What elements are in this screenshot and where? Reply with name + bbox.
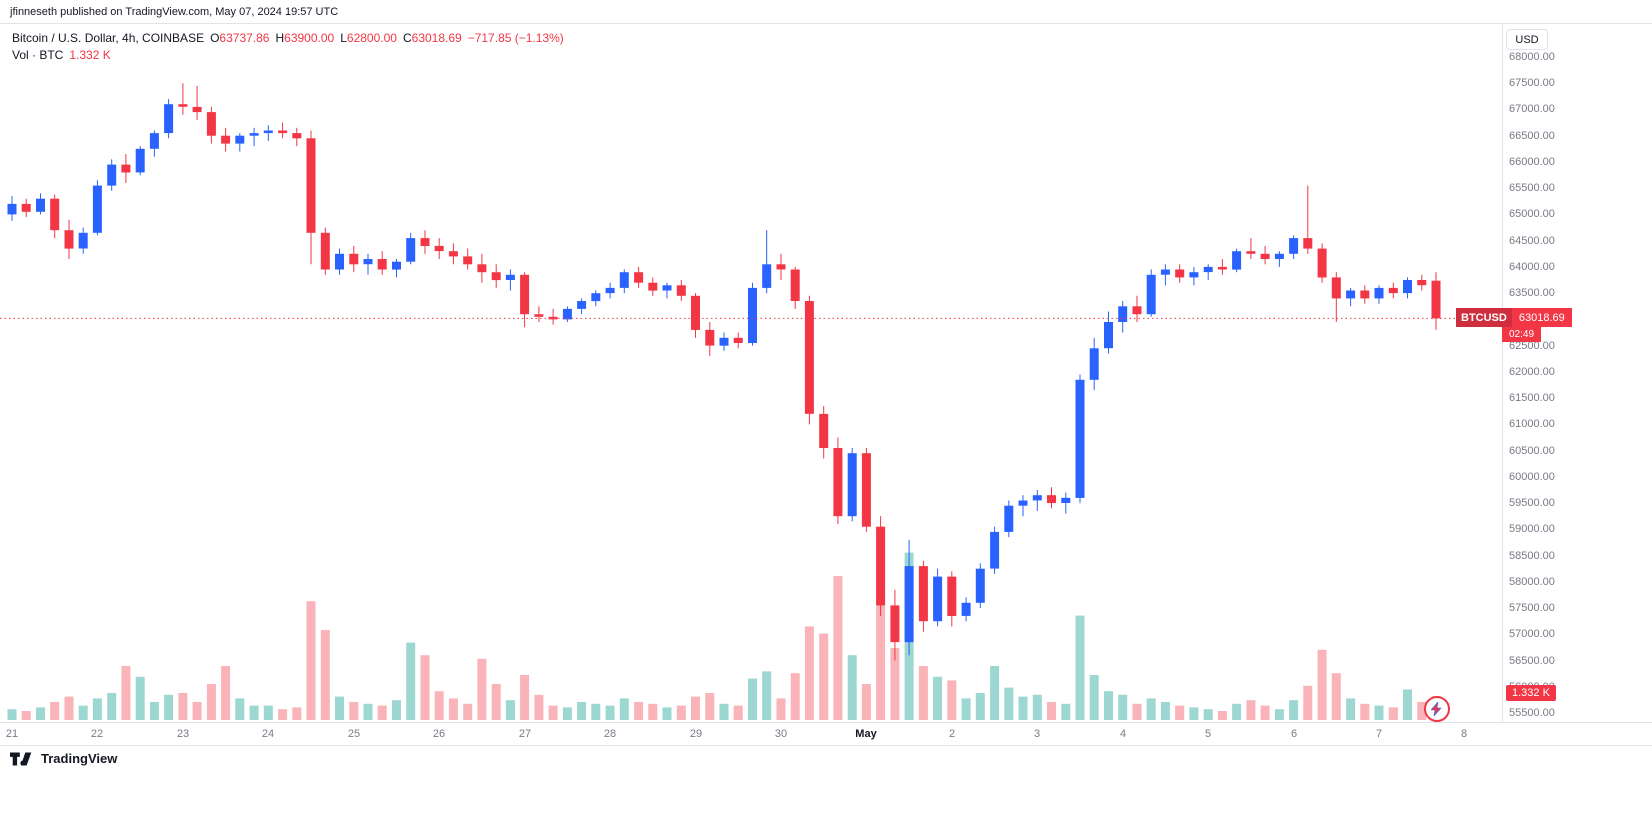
volume-axis-badge: 1.332 K [1506,685,1556,701]
time-axis-divider [0,722,1652,723]
price-tick-label: 59000.00 [1509,523,1555,535]
footer-divider [0,745,1652,746]
open-pair: O 63737.86 [210,31,269,45]
price-badge-value: 63018.69 [1511,308,1572,327]
price-tick-label: 60500.00 [1509,445,1555,457]
price-tick-label: 64000.00 [1509,261,1555,273]
time-tick-label: 23 [176,728,190,740]
tradingview-logo-icon[interactable] [10,751,34,766]
price-tick-label: 62500.00 [1509,340,1555,352]
time-tick-label: 24 [261,728,275,740]
time-tick-label: 30 [774,728,788,740]
volume-label: Vol · BTC [12,47,64,62]
high-pair: H 63900.00 [275,31,334,45]
time-tick-label: 27 [518,728,532,740]
price-tick-label: 58000.00 [1509,576,1555,588]
price-badge-symbol: BTCUSD [1456,308,1512,327]
time-tick-label: 22 [90,728,104,740]
price-tick-label: 68000.00 [1509,51,1555,63]
time-tick-label: 28 [603,728,617,740]
price-axis-divider [1502,24,1503,722]
time-tick-label: 26 [432,728,446,740]
price-tick-label: 56500.00 [1509,655,1555,667]
time-tick-label: 21 [5,728,19,740]
price-tick-label: 64500.00 [1509,235,1555,247]
open-label: O [210,30,220,45]
volume-legend-row: Vol · BTC 1.332 K [12,46,564,63]
price-tick-label: 61500.00 [1509,392,1555,404]
time-tick-label: May [855,728,877,740]
price-tick-label: 60000.00 [1509,471,1555,483]
price-tick-label: 55500.00 [1509,707,1555,719]
close-value: 63018.69 [411,30,462,45]
time-tick-label: 4 [1119,728,1127,740]
symbol-title[interactable]: Bitcoin / U.S. Dollar, 4h, COINBASE [12,30,205,45]
price-tick-label: 59500.00 [1509,497,1555,509]
price-tick-label: 66000.00 [1509,156,1555,168]
price-tick-label: 65000.00 [1509,208,1555,220]
volume-value: 1.332 K [69,47,111,62]
low-pair: L 62800.00 [340,31,397,45]
price-tick-label: 67000.00 [1509,103,1555,115]
price-tick-label: 67500.00 [1509,77,1555,89]
time-tick-label: 7 [1375,728,1383,740]
price-tick-label: 57500.00 [1509,602,1555,614]
price-tick-label: 66500.00 [1509,130,1555,142]
time-tick-label: 6 [1290,728,1298,740]
currency-toggle-button[interactable]: USD [1506,29,1548,50]
time-tick-label: 5 [1204,728,1212,740]
time-tick-label: 29 [689,728,703,740]
high-value: 63900.00 [284,30,335,45]
close-pair: C 63018.69 [403,31,462,45]
price-tick-label: 58500.00 [1509,550,1555,562]
publish-info-bar: jfinneseth published on TradingView.com,… [0,0,1652,24]
price-tick-label: 57000.00 [1509,628,1555,640]
last-price-badge: BTCUSD 63018.69 02:49 [1456,308,1572,342]
time-tick-label: 8 [1460,728,1468,740]
close-label: C [402,30,412,45]
time-tick-label: 2 [948,728,956,740]
price-tick-label: 62000.00 [1509,366,1555,378]
price-tick-label: 65500.00 [1509,182,1555,194]
footer-attribution: TradingView [10,751,117,766]
candle-countdown: 02:49 [1502,327,1542,342]
time-tick-label: 25 [347,728,361,740]
price-tick-label: 61000.00 [1509,418,1555,430]
tradingview-logo-text[interactable]: TradingView [41,751,118,766]
change-value: −717.85 (−1.13%) [467,30,564,45]
time-tick-label: 3 [1033,728,1041,740]
last-price-badge-row: BTCUSD 63018.69 [1456,308,1572,327]
chart-legend: Bitcoin / U.S. Dollar, 4h, COINBASE O 637… [12,29,564,63]
high-label: H [275,30,285,45]
flash-reaction-icon[interactable] [1424,696,1450,722]
low-value: 62800.00 [346,30,397,45]
price-tick-label: 63500.00 [1509,287,1555,299]
published-line: jfinneseth published on TradingView.com,… [10,5,339,18]
symbol-legend-row: Bitcoin / U.S. Dollar, 4h, COINBASE O 637… [12,29,564,46]
open-value: 63737.86 [219,30,270,45]
low-label: L [340,30,347,45]
